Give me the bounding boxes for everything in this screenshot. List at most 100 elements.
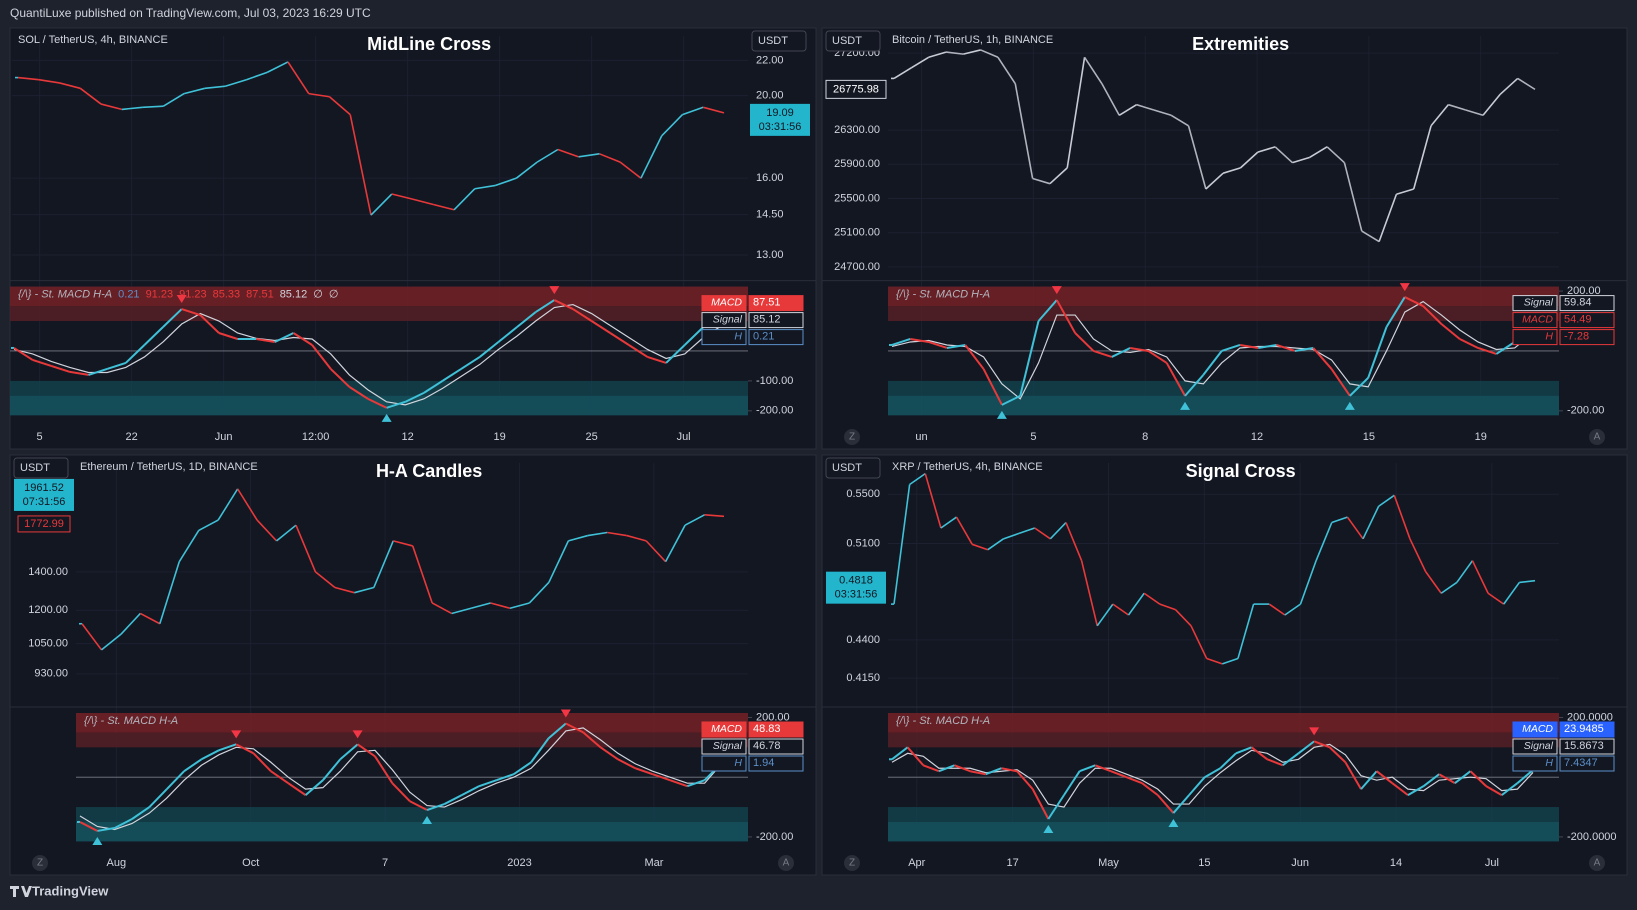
price-segment (1309, 146, 1328, 159)
macd-segment (647, 355, 667, 364)
macd-segment (461, 785, 480, 797)
price-segment (314, 571, 336, 589)
y-tick-label: 25500.00 (834, 192, 880, 204)
legend-name-box (1512, 738, 1558, 755)
panel (821, 27, 1628, 450)
macd-segment (1250, 746, 1268, 761)
price-segment (1274, 146, 1293, 164)
y-tick-label: 1050.00 (28, 637, 68, 649)
price-segment (910, 56, 930, 69)
price-segment (703, 106, 725, 114)
macd-segment (669, 779, 688, 788)
macd-segment (1188, 776, 1206, 796)
macd-segment (628, 344, 649, 358)
macd-segment (1094, 764, 1112, 773)
price-segment (940, 516, 957, 529)
x-tick-label: Jul (1485, 857, 1499, 869)
price-segment (955, 516, 973, 545)
legend-name-box (701, 721, 747, 738)
legend-value: 91.23 (146, 289, 174, 301)
x-tick-label: 8 (1142, 431, 1148, 443)
macd-segment (547, 722, 567, 740)
price-segment (295, 524, 317, 573)
legend-value: 1.94 (753, 757, 774, 769)
macd-segment (1202, 350, 1223, 376)
y-tick-label: 13.00 (756, 249, 784, 261)
price-segment (490, 602, 511, 610)
corner-button-label: Z (849, 858, 855, 869)
price-segment (1014, 83, 1034, 179)
legend-value: 85.33 (213, 289, 241, 301)
currency-label: USDT (832, 462, 862, 474)
price-segment (142, 105, 164, 109)
price-segment (495, 177, 517, 187)
legend-value: 91.23 (179, 289, 207, 301)
price-segment (704, 513, 725, 518)
price-segment (928, 51, 947, 59)
y-tick-label: 20.00 (756, 90, 784, 102)
symbol-label: Ethereum / TetherUS, 1D, BINANCE (80, 461, 258, 473)
signal-marker (1168, 819, 1179, 828)
legend-name: H (1545, 757, 1553, 769)
macd-segment (1440, 323, 1461, 340)
price-segment (1346, 516, 1364, 540)
price-segment (1268, 603, 1286, 616)
price-segment (1143, 592, 1161, 605)
macd-segment (1313, 740, 1331, 749)
macd-segment (1459, 338, 1479, 349)
price-segment (987, 538, 1004, 551)
legend-value: {/\} - St. MACD H-A (896, 289, 990, 301)
x-tick-label: 5 (1030, 431, 1036, 443)
price-segment (354, 586, 375, 594)
price-segment (661, 114, 684, 137)
macd-segment (252, 752, 272, 772)
last-price-box (14, 478, 74, 511)
price-segment (1096, 603, 1114, 627)
open-price-box (17, 515, 71, 533)
legend-value: 85.12 (280, 289, 308, 301)
macd-segment (235, 743, 254, 755)
price-segment (1487, 592, 1505, 605)
price-segment (198, 519, 219, 532)
legend-value: 23.9485 (1564, 723, 1604, 735)
x-tick-label: May (1098, 857, 1119, 869)
macd-segment (1001, 394, 1021, 406)
signal-marker (996, 410, 1007, 419)
price-segment (1066, 57, 1086, 169)
signal-marker (1051, 286, 1062, 295)
x-tick-label: 15 (1198, 857, 1210, 869)
corner-button (1589, 429, 1605, 445)
legend-name-box (701, 329, 747, 346)
macd-segment (404, 391, 425, 403)
price-segment (664, 524, 686, 563)
price-segment (619, 161, 642, 179)
price-segment (225, 78, 247, 87)
price-segment (236, 488, 258, 521)
legend-name-box (701, 295, 747, 312)
corner-button (844, 855, 860, 871)
y-tick-label: 22.00 (756, 54, 784, 66)
macd-segment (13, 347, 34, 361)
overbought-zone-inner (76, 713, 748, 733)
legend-value: {/\} - St. MACD H-A (896, 715, 990, 727)
macd-segment (516, 311, 537, 328)
macd-segment (357, 743, 376, 758)
price-segment (909, 472, 926, 486)
indicator-tick-label: -200.00 (756, 831, 793, 843)
price-segment (971, 543, 989, 551)
price-segment (393, 540, 413, 547)
price-segment (1430, 104, 1449, 127)
x-tick-label: 25 (585, 431, 597, 443)
macd-segment (304, 779, 324, 796)
price-segment (1049, 521, 1067, 540)
price-segment (1127, 592, 1145, 616)
y-tick-label: 25900.00 (834, 158, 880, 170)
macd-segment (148, 788, 168, 808)
price-segment (1239, 151, 1259, 169)
price-segment (1205, 172, 1224, 190)
legend-name-box (701, 312, 747, 329)
signal-line (13, 303, 723, 406)
legend-name-box (1512, 755, 1558, 772)
y-tick-label: 25100.00 (834, 227, 880, 239)
macd-segment (1093, 350, 1113, 358)
